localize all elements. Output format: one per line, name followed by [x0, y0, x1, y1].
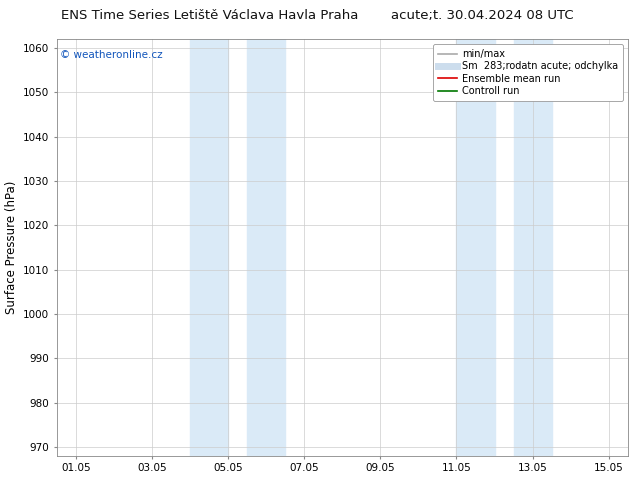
Text: © weatheronline.cz: © weatheronline.cz: [60, 49, 162, 60]
Bar: [190, 39, 228, 456]
Text: ENS Time Series Letiště Václava Havla Praha: ENS Time Series Letiště Václava Havla Pr…: [60, 9, 358, 22]
Bar: [247, 39, 285, 456]
Y-axis label: Surface Pressure (hPa): Surface Pressure (hPa): [4, 181, 18, 314]
Legend: min/max, Sm  283;rodatn acute; odchylka, Ensemble mean run, Controll run: min/max, Sm 283;rodatn acute; odchylka, …: [432, 44, 623, 101]
Text: acute;t. 30.04.2024 08 UTC: acute;t. 30.04.2024 08 UTC: [391, 9, 573, 22]
Bar: [514, 39, 552, 456]
Bar: [456, 39, 495, 456]
